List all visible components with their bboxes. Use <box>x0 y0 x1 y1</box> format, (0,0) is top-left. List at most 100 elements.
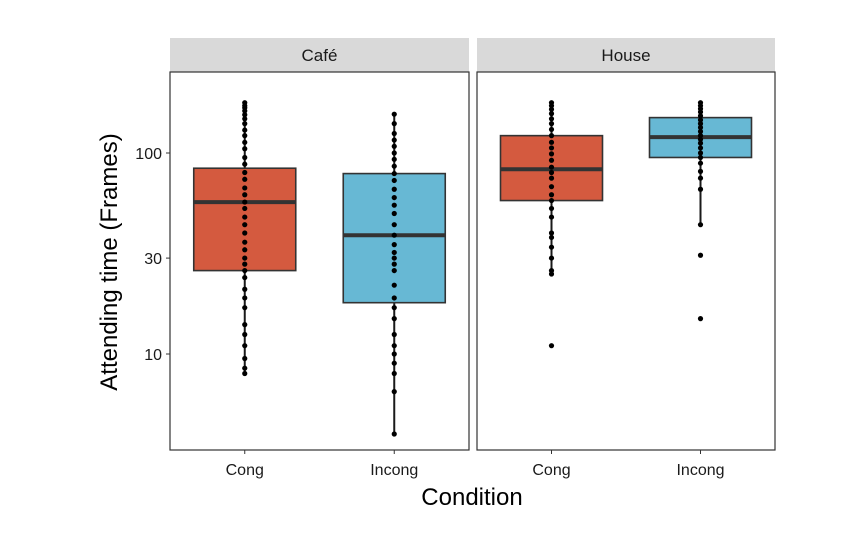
x-axis-title: Condition <box>421 484 522 511</box>
data-point <box>548 157 555 163</box>
data-point <box>391 351 397 357</box>
data-point <box>391 177 397 184</box>
data-point <box>391 137 397 143</box>
data-point <box>697 128 704 135</box>
box-cong <box>192 100 297 377</box>
facet-label: House <box>601 46 650 65</box>
data-point <box>242 230 248 236</box>
y-axis-title: Attending time (Frames) <box>96 133 123 390</box>
data-point <box>242 121 248 127</box>
data-point <box>242 286 248 292</box>
data-point <box>391 305 397 311</box>
x-tick-label: Incong <box>370 462 418 479</box>
data-point <box>548 214 555 220</box>
data-point <box>391 130 397 137</box>
data-point <box>548 234 555 241</box>
data-point <box>391 261 397 267</box>
data-point <box>242 261 248 267</box>
data-point <box>242 370 248 377</box>
data-point <box>697 140 704 146</box>
facet-strip <box>477 38 775 72</box>
data-point <box>242 331 248 338</box>
x-tick-label: Cong <box>532 462 570 479</box>
y-tick-label: 30 <box>144 251 162 268</box>
data-point <box>391 249 397 256</box>
data-point <box>548 169 555 176</box>
data-point <box>697 145 704 151</box>
data-point <box>548 230 555 236</box>
data-point <box>391 370 397 377</box>
data-point <box>697 124 704 131</box>
data-point <box>391 111 397 117</box>
data-point <box>242 133 248 139</box>
data-point <box>548 164 555 170</box>
panel-house: House <box>476 38 776 451</box>
data-point <box>548 271 555 277</box>
data-point <box>697 121 704 127</box>
data-point <box>391 143 397 149</box>
data-point <box>242 176 248 182</box>
data-point <box>697 109 704 115</box>
data-point <box>697 252 704 258</box>
data-point <box>548 205 555 212</box>
data-point <box>242 116 248 122</box>
data-point <box>548 103 555 109</box>
data-point <box>242 305 248 311</box>
data-point <box>548 111 555 117</box>
box-incong <box>648 100 753 322</box>
data-point <box>697 150 704 156</box>
data-point <box>391 295 397 301</box>
data-point <box>697 117 704 123</box>
data-point <box>548 126 555 133</box>
y-tick-label: 10 <box>144 347 162 364</box>
data-point <box>242 255 248 261</box>
facet-strip <box>170 38 469 72</box>
data-point <box>697 168 704 174</box>
data-point <box>242 267 248 274</box>
data-point <box>242 139 248 145</box>
data-point <box>391 389 397 395</box>
data-point <box>242 214 248 220</box>
data-point <box>242 322 248 328</box>
data-point <box>242 146 248 152</box>
data-point <box>548 133 555 139</box>
data-point <box>391 343 397 349</box>
data-point <box>697 222 704 228</box>
data-point <box>242 112 248 118</box>
y-axis: 10 30 100 <box>135 146 170 364</box>
data-point <box>242 127 248 133</box>
data-point <box>242 185 248 191</box>
data-point <box>548 197 555 204</box>
data-point <box>391 163 397 169</box>
data-point <box>391 331 397 338</box>
data-point <box>391 431 397 437</box>
data-point <box>548 343 555 349</box>
data-point <box>548 121 555 127</box>
data-point <box>548 139 555 145</box>
data-point <box>242 108 248 114</box>
data-point <box>548 145 555 151</box>
data-point <box>242 355 248 362</box>
data-point <box>697 136 704 142</box>
data-point <box>697 133 704 139</box>
facet-label: Café <box>302 46 338 65</box>
data-point <box>242 154 248 161</box>
data-point <box>391 316 397 322</box>
data-point <box>391 282 397 288</box>
data-point <box>548 192 555 198</box>
data-point <box>391 156 397 162</box>
data-point <box>391 202 397 208</box>
panels: Café House <box>169 38 776 451</box>
data-point <box>548 255 555 261</box>
data-point <box>391 170 397 177</box>
data-point <box>548 184 555 190</box>
data-point <box>391 255 397 261</box>
data-point <box>697 186 704 192</box>
box-cong <box>499 100 604 349</box>
x-axis: Cong Incong Cong Incong <box>226 450 725 479</box>
data-point <box>548 151 555 157</box>
data-point <box>242 192 248 198</box>
data-point <box>391 186 397 192</box>
data-point <box>242 365 248 371</box>
